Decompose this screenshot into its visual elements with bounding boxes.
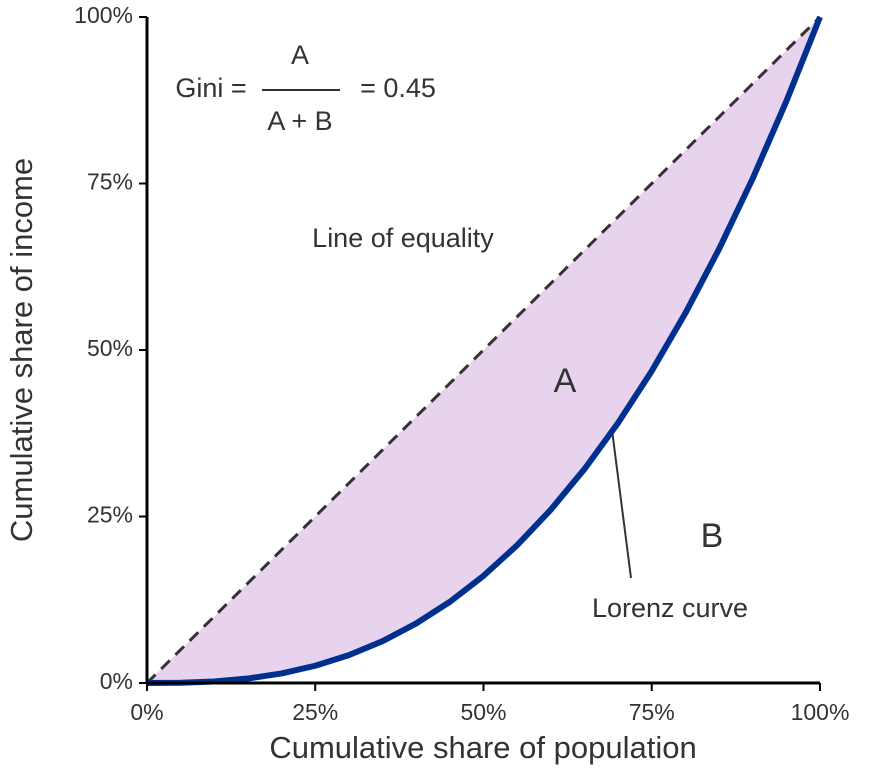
- formula-numerator: A: [291, 40, 309, 70]
- annotation: Lorenz curve: [592, 593, 748, 623]
- leader-line: [611, 429, 632, 579]
- y-axis-title: Cumulative share of income: [4, 158, 39, 542]
- formula-rhs: = 0.45: [360, 73, 436, 103]
- lorenz-curve: [146, 15, 823, 686]
- y-tick-label: 50%: [87, 335, 133, 361]
- x-axis-title: Cumulative share of population: [269, 730, 696, 765]
- x-tick-label: 25%: [292, 699, 338, 725]
- formula-denominator: A + B: [267, 106, 332, 136]
- y-tick-label: 0%: [100, 668, 133, 694]
- x-tick-label: 50%: [460, 699, 506, 725]
- x-tick-label: 0%: [130, 699, 163, 725]
- y-tick-label: 25%: [87, 502, 133, 528]
- x-tick-label: 75%: [629, 699, 675, 725]
- annotation: Line of equality: [312, 223, 494, 253]
- equality-line: [145, 15, 822, 685]
- x-tick-label: 100%: [791, 699, 850, 725]
- annotation: A: [554, 362, 577, 400]
- annotation: B: [701, 517, 724, 555]
- y-tick-label: 100%: [74, 2, 133, 28]
- y-tick-label: 75%: [87, 169, 133, 195]
- formula-lhs: Gini =: [175, 73, 246, 103]
